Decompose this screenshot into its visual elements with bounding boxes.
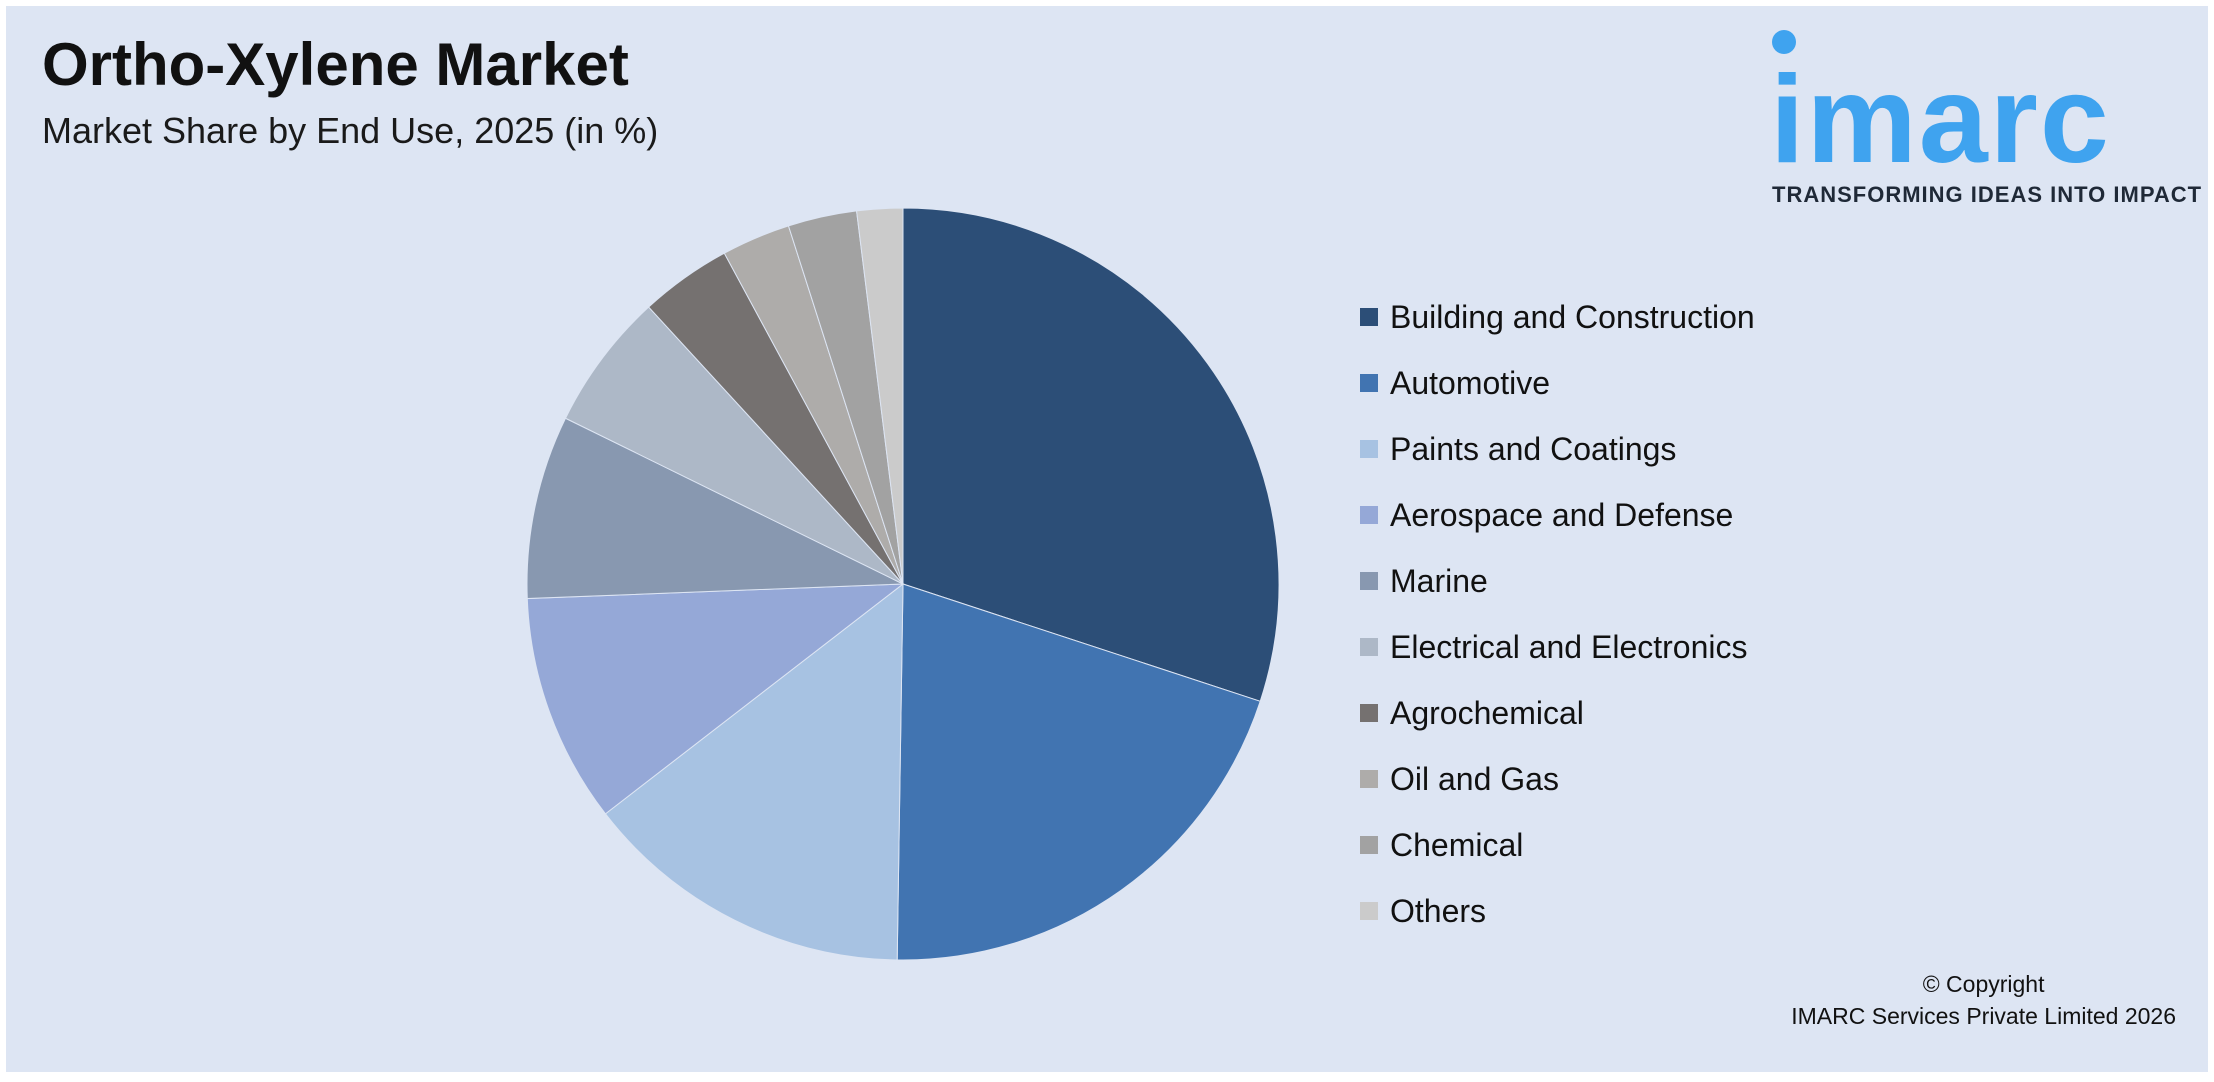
legend-label: Oil and Gas <box>1390 760 1559 797</box>
chart-subtitle: Market Share by End Use, 2025 (in %) <box>42 110 659 151</box>
legend-item-electrical-and-electronics: Electrical and Electronics <box>1360 614 1755 680</box>
pie-slice-paints-and-coatings <box>604 582 904 961</box>
legend-item-others: Others <box>1360 878 1755 944</box>
pie-slice-aerospace-and-defense <box>526 583 905 815</box>
pie-slice-automotive <box>896 583 1261 961</box>
legend-label: Electrical and Electronics <box>1390 628 1748 665</box>
legend-label: Building and Construction <box>1390 298 1755 335</box>
copyright-line-1: © Copyright <box>1922 971 2045 997</box>
imarc-logo: imarc TRANSFORMING IDEAS INTO IMPACT <box>1760 24 2201 214</box>
legend-label: Others <box>1390 892 1487 929</box>
legend-item-agrochemical: Agrochemical <box>1360 680 1755 746</box>
copyright-line-2: IMARC Services Private Limited 2026 <box>1791 1003 2176 1029</box>
legend-swatch <box>1360 836 1378 854</box>
legend-label: Automotive <box>1390 364 1551 401</box>
legend-item-aerospace-and-defense: Aerospace and Defense <box>1360 482 1755 548</box>
chart-legend: Building and Construction Automotive Paint… <box>1360 284 1755 944</box>
logo-tagline: TRANSFORMING IDEAS INTO IMPACT <box>1772 182 2203 207</box>
legend-item-automotive: Automotive <box>1360 350 1755 416</box>
chart-title: Ortho-Xylene Market <box>42 31 629 98</box>
legend-label: Chemical <box>1390 826 1524 863</box>
logo-dot <box>1772 30 1796 54</box>
legend-item-chemical: Chemical <box>1360 812 1755 878</box>
copyright: © Copyright IMARC Services Private Limit… <box>1791 968 2176 1032</box>
legend-item-marine: Marine <box>1360 548 1755 614</box>
legend-swatch <box>1360 506 1378 524</box>
legend-swatch <box>1360 902 1378 920</box>
legend-swatch <box>1360 770 1378 788</box>
legend-label: Marine <box>1390 562 1488 599</box>
legend-label: Paints and Coatings <box>1390 430 1677 467</box>
legend-swatch <box>1360 308 1378 326</box>
pie-slice-electrical-and-electronics <box>564 306 904 585</box>
legend-label: Aerospace and Defense <box>1390 496 1734 533</box>
pie-slice-building-and-construction <box>902 207 1280 702</box>
legend-item-oil-and-gas: Oil and Gas <box>1360 746 1755 812</box>
pie-slice-marine <box>526 417 904 600</box>
legend-swatch <box>1360 440 1378 458</box>
legend-item-building-and-construction: Building and Construction <box>1360 284 1755 350</box>
legend-item-paints-and-coatings: Paints and Coatings <box>1360 416 1755 482</box>
pie-slice-others <box>856 207 904 585</box>
legend-swatch <box>1360 638 1378 656</box>
legend-swatch <box>1360 374 1378 392</box>
logo-wordmark: imarc <box>1770 51 2111 189</box>
legend-swatch <box>1360 704 1378 722</box>
legend-label: Agrochemical <box>1390 694 1584 731</box>
legend-swatch <box>1360 572 1378 590</box>
